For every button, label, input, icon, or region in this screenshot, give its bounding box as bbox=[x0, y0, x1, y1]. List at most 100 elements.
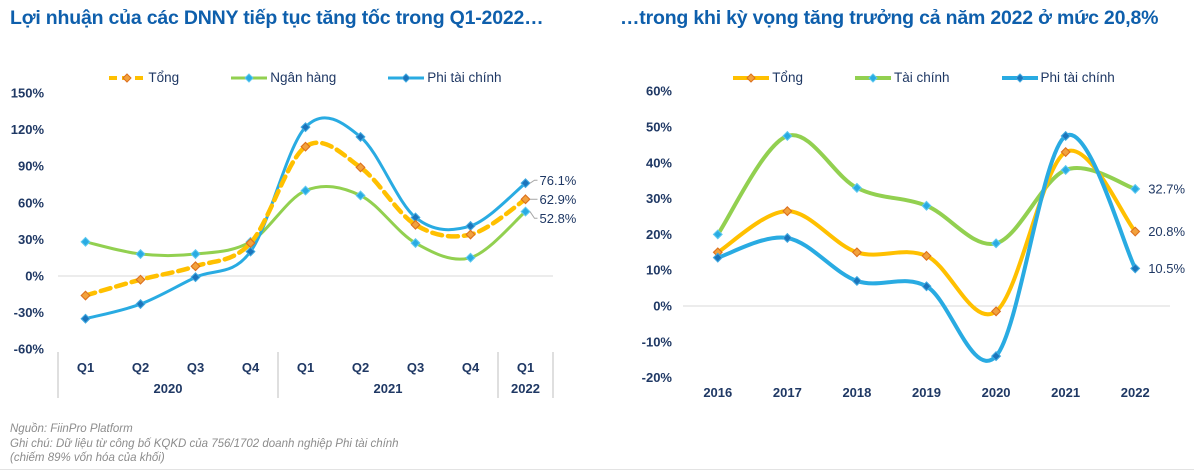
y-tick-label: 20% bbox=[646, 227, 672, 242]
end-label-tai-chinh: 32.7% bbox=[1148, 181, 1185, 196]
marker-tong bbox=[300, 141, 311, 152]
marker-tong bbox=[990, 306, 1002, 317]
legend-marker-phi-tai-chinh bbox=[401, 72, 411, 83]
series-line-tong bbox=[83, 140, 528, 298]
marker-phi-tai-chinh bbox=[851, 275, 863, 287]
marker-tong bbox=[921, 250, 932, 261]
marker-tong bbox=[190, 261, 201, 272]
marker-phi-tai-chinh bbox=[990, 351, 1002, 362]
marker-tong bbox=[1130, 226, 1141, 237]
legend-label: Tổng bbox=[772, 70, 803, 85]
legend-item-tai-chinh: Tài chính bbox=[854, 70, 950, 85]
year-group-label: 2022 bbox=[511, 381, 540, 396]
marker-phi-tai-chinh bbox=[245, 246, 256, 257]
y-tick-label: -60% bbox=[14, 342, 45, 357]
legend-marker-phi-tai-chinh bbox=[1014, 72, 1025, 83]
marker-phi-tai-chinh bbox=[712, 252, 723, 263]
series-phi-tai-chinh bbox=[712, 130, 1141, 363]
marker-phi-tai-chinh bbox=[921, 281, 932, 292]
end-label-ngan-hang: 52.8% bbox=[540, 211, 577, 226]
marker-phi-tai-chinh bbox=[782, 232, 793, 244]
x-tick-label: Q1 bbox=[517, 360, 534, 375]
series-line-ngan-hang bbox=[84, 184, 527, 261]
marker-tong bbox=[355, 162, 366, 173]
x-tick-label: Q2 bbox=[352, 360, 369, 375]
x-tick-label: 2021 bbox=[1051, 385, 1080, 400]
end-label-phi-tai-chinh: 10.5% bbox=[1148, 261, 1185, 276]
y-tick-label: 30% bbox=[646, 191, 672, 206]
series-line-phi-tai-chinh bbox=[715, 132, 1138, 363]
x-tick-label: Q2 bbox=[132, 360, 149, 375]
left-chart-title: Lợi nhuận của các DNNY tiếp tục tăng tốc… bbox=[10, 7, 544, 29]
left-chart: 150% 120% 90% 60% 30% 0% -30% -60% Q1 Q2 Q3 Q4 Q1 Q2 Q… bbox=[11, 86, 577, 398]
marker-tai-chinh bbox=[990, 238, 1002, 249]
x-tick-label: 2016 bbox=[703, 385, 732, 400]
y-tick-label: 50% bbox=[646, 120, 672, 135]
marker-tong bbox=[410, 219, 421, 230]
x-tick-label: 2019 bbox=[912, 385, 941, 400]
end-label-tong: 20.8% bbox=[1148, 224, 1185, 239]
marker-tong bbox=[465, 229, 476, 240]
marker-phi-tai-chinh bbox=[465, 220, 476, 232]
y-tick-label: -30% bbox=[14, 305, 45, 320]
marker-tong bbox=[245, 237, 256, 249]
legend-item-phi-tai-chinh: Phi tài chính bbox=[388, 70, 502, 85]
right-chart: 60% 50% 40% 30% 20% 10% 0% -10% -20% 2016 2017 2018… bbox=[642, 84, 1186, 400]
legend-label: Phi tài chính bbox=[427, 70, 502, 85]
legend-marker-tong bbox=[122, 72, 133, 83]
right-chart-legend: Tổng Tài chính Phi tài chính bbox=[678, 70, 1170, 85]
marker-tong bbox=[135, 274, 146, 285]
marker-phi-tai-chinh bbox=[1060, 130, 1071, 142]
marker-ngan-hang bbox=[355, 190, 366, 201]
legend-label: Ngân hàng bbox=[270, 70, 337, 85]
marker-tong bbox=[782, 206, 793, 217]
end-label-phi-tai-chinh: 76.1% bbox=[540, 173, 577, 188]
y-tick-label: -20% bbox=[642, 370, 673, 385]
y-tick-label: -10% bbox=[642, 334, 673, 349]
bottom-divider bbox=[0, 469, 1194, 470]
legend-marker-tong bbox=[746, 72, 756, 83]
legend-marker-tai-chinh bbox=[868, 72, 878, 83]
legend-item-tong: Tổng bbox=[109, 70, 179, 85]
legend-swatch-tong bbox=[733, 72, 770, 83]
footnote-source: Nguồn: FiinPro Platform bbox=[10, 423, 133, 435]
year-group-label: 2021 bbox=[374, 381, 403, 396]
marker-phi-tai-chinh bbox=[80, 313, 91, 324]
marker-phi-tai-chinh bbox=[1130, 263, 1141, 274]
legend-swatch-ngan-hang bbox=[231, 72, 268, 83]
marker-phi-tai-chinh bbox=[135, 298, 146, 310]
marker-tai-chinh bbox=[1130, 183, 1141, 195]
legend-item-phi-tai-chinh: Phi tài chính bbox=[1001, 70, 1115, 85]
legend-item-tong: Tổng bbox=[733, 70, 803, 85]
year-group-label: 2020 bbox=[154, 381, 183, 396]
marker-ngan-hang bbox=[465, 252, 476, 263]
x-tick-label: 2017 bbox=[773, 385, 802, 400]
y-tick-label: 0% bbox=[653, 299, 672, 314]
marker-tong bbox=[851, 247, 863, 258]
end-label-leader bbox=[529, 179, 538, 184]
end-label-tong: 62.9% bbox=[540, 192, 577, 207]
marker-phi-tai-chinh bbox=[520, 178, 531, 189]
legend-swatch-tong bbox=[109, 72, 146, 83]
marker-phi-tai-chinh bbox=[355, 131, 366, 142]
series-phi-tai-chinh bbox=[80, 116, 531, 324]
right-chart-title: …trong khi kỳ vọng tăng trưởng cả năm 20… bbox=[620, 7, 1159, 29]
series-tong bbox=[80, 140, 531, 301]
x-tick-label: Q4 bbox=[242, 360, 260, 375]
marker-ngan-hang bbox=[190, 248, 201, 260]
x-tick-label: Q3 bbox=[187, 360, 204, 375]
legend-label: Phi tài chính bbox=[1040, 70, 1115, 85]
marker-tong bbox=[1060, 146, 1071, 158]
legend-item-ngan-hang: Ngân hàng bbox=[231, 70, 336, 85]
y-tick-label: 10% bbox=[646, 263, 672, 278]
x-tick-label: 2018 bbox=[842, 385, 871, 400]
series-ngan-hang bbox=[80, 184, 531, 263]
legend-swatch-phi-tai-chinh bbox=[388, 72, 425, 83]
footnote-note: Ghi chú: Dữ liệu từ công bố KQKD của 756… bbox=[10, 437, 399, 450]
marker-tai-chinh bbox=[1060, 164, 1071, 176]
x-tick-label: 2020 bbox=[982, 385, 1011, 400]
y-tick-label: 90% bbox=[18, 159, 44, 174]
marker-tai-chinh bbox=[712, 229, 723, 240]
